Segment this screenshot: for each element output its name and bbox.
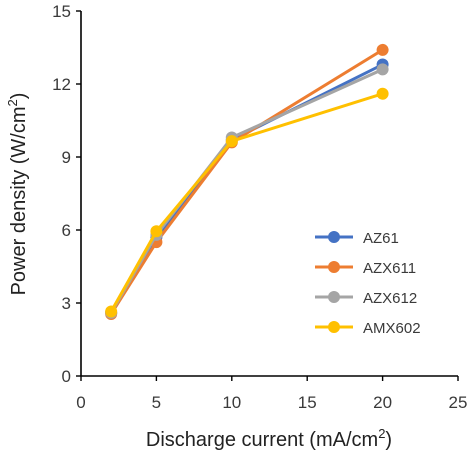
- y-axis-title-end: ): [8, 93, 30, 100]
- y-tick-label: 9: [62, 148, 71, 167]
- legend: AZ61 AZX611 AZX612 AMX602: [315, 230, 421, 337]
- x-axis-title-superscript: 2: [378, 426, 385, 441]
- series-line-azx611: [109, 48, 385, 316]
- x-tick-label: 10: [222, 393, 241, 412]
- plot-area: 0 5 10 15 20 25 0 3 6 9 12 15: [52, 2, 467, 412]
- x-ticks: 0 5 10 15 20 25: [76, 376, 467, 412]
- y-ticks: 0 3 6 9 12 15: [52, 2, 81, 386]
- x-tick-label: 5: [152, 393, 161, 412]
- y-tick-label: 6: [62, 221, 71, 240]
- y-tick-label: 12: [52, 75, 71, 94]
- legend-label-azx612: AZX612: [363, 290, 417, 307]
- x-tick-label: 0: [76, 393, 85, 412]
- data-point-amx602: [376, 87, 389, 100]
- x-tick-label: 15: [298, 393, 317, 412]
- data-point-amx602: [225, 135, 238, 148]
- legend-item-az61: AZ61: [315, 230, 399, 247]
- legend-label-amx602: AMX602: [363, 320, 421, 337]
- data-point-azx612: [376, 63, 389, 76]
- data-point-amx602: [150, 225, 163, 238]
- y-tick-label: 15: [52, 2, 71, 21]
- y-axis-title-superscript: 2: [5, 99, 20, 106]
- y-axis-title: Power density (W/cm2): [5, 93, 30, 296]
- x-tick-label: 25: [449, 393, 468, 412]
- legend-item-azx612: AZX612: [315, 290, 417, 307]
- x-axis-title-main: Discharge current (mA/cm: [146, 429, 378, 451]
- legend-label-azx611: AZX611: [363, 260, 416, 277]
- data-point-azx611: [376, 43, 389, 56]
- y-axis-title-main: Power density (W/cm: [8, 106, 30, 295]
- legend-item-azx611: AZX611: [315, 260, 416, 277]
- legend-marker-azx612: [328, 291, 340, 303]
- series-line-amx602: [109, 92, 385, 314]
- series-layer: [105, 43, 389, 320]
- x-axis-title-end: ): [385, 429, 392, 451]
- legend-label-az61: AZ61: [363, 230, 399, 247]
- data-point-amx602: [105, 305, 118, 318]
- legend-marker-azx611: [328, 261, 340, 273]
- legend-item-amx602: AMX602: [315, 320, 421, 337]
- series-amx602: [105, 87, 389, 318]
- x-tick-label: 20: [373, 393, 392, 412]
- x-axis-title: Discharge current (mA/cm2): [146, 426, 392, 451]
- y-tick-label: 3: [62, 294, 71, 313]
- legend-marker-az61: [328, 231, 340, 243]
- legend-marker-amx602: [328, 321, 340, 333]
- y-tick-label: 0: [62, 367, 71, 386]
